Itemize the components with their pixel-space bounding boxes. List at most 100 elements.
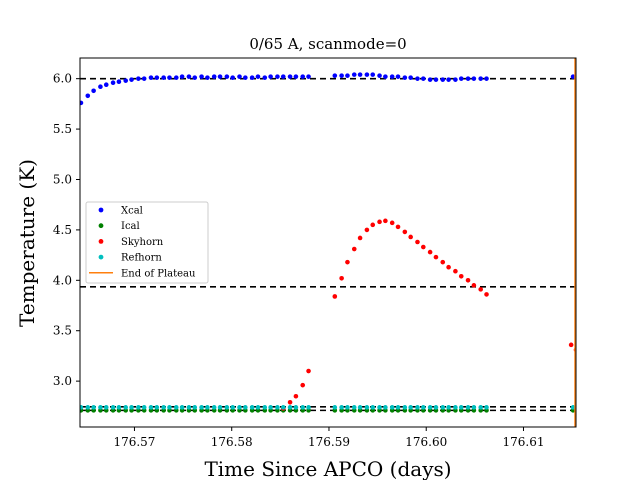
y-tick-label: 3.0 bbox=[53, 374, 72, 388]
legend-marker-swatch bbox=[98, 223, 104, 229]
skyhorn-point bbox=[339, 275, 344, 281]
x-tick-label: 176.60 bbox=[405, 435, 447, 449]
xcal-point bbox=[186, 74, 192, 79]
legend-item-skyhorn: Skyhorn bbox=[98, 237, 164, 248]
refhorn-point bbox=[395, 405, 401, 410]
skyhorn-point bbox=[453, 268, 458, 274]
xcal-point bbox=[80, 100, 84, 106]
x-tick-label: 176.57 bbox=[113, 435, 155, 449]
refhorn-point bbox=[167, 405, 172, 410]
axis-ticks: 176.57 176.58 176.59 176.60 176.61 3.0 3.5 4.0 4… bbox=[53, 72, 545, 449]
xcal-point bbox=[570, 74, 576, 79]
refhorn-point bbox=[357, 405, 363, 410]
y-tick-label: 4.5 bbox=[53, 223, 72, 237]
refhorn-point bbox=[255, 405, 261, 410]
refhorn-point bbox=[300, 405, 306, 410]
xcal-point bbox=[364, 72, 370, 77]
refhorn-point bbox=[402, 405, 408, 410]
x-tick-label: 176.61 bbox=[502, 435, 544, 449]
refhorn-point bbox=[192, 405, 198, 410]
plot-frame bbox=[79, 57, 577, 428]
xcal-point bbox=[85, 93, 91, 99]
xcal-point bbox=[484, 76, 489, 81]
xcal-point bbox=[471, 76, 477, 81]
skyhorn-point bbox=[446, 264, 451, 270]
skyhorn-point bbox=[370, 222, 376, 228]
skyhorn-point bbox=[306, 368, 311, 374]
skyhorn-point bbox=[287, 399, 293, 405]
xcal-point bbox=[306, 74, 311, 79]
refhorn-point bbox=[465, 405, 471, 410]
refhorn-point bbox=[217, 405, 223, 410]
refhorn-point bbox=[370, 405, 376, 410]
xcal-point bbox=[167, 75, 172, 80]
skyhorn-point bbox=[408, 234, 413, 240]
xcal-point bbox=[433, 77, 439, 82]
xcal-point bbox=[458, 76, 464, 81]
refhorn-point bbox=[306, 405, 311, 410]
refhorn-point bbox=[408, 405, 413, 410]
y-tick-label: 3.5 bbox=[53, 324, 72, 338]
refhorn-point bbox=[471, 405, 477, 410]
skyhorn-point bbox=[389, 220, 395, 226]
refhorn-point bbox=[129, 405, 134, 410]
refhorn-point bbox=[275, 405, 280, 410]
xcal-point bbox=[370, 72, 376, 77]
data-points bbox=[80, 72, 576, 413]
xcal-point bbox=[351, 72, 357, 77]
refhorn-point bbox=[421, 405, 426, 410]
refhorn-point bbox=[287, 405, 293, 410]
refhorn-point bbox=[154, 405, 160, 410]
xcal-point bbox=[357, 72, 363, 77]
xcal-point bbox=[211, 74, 217, 79]
refhorn-point bbox=[186, 405, 192, 410]
skyhorn-point bbox=[568, 342, 574, 348]
xcal-point bbox=[421, 76, 426, 81]
legend-label: Skyhorn bbox=[121, 237, 164, 248]
xcal-point bbox=[192, 75, 198, 80]
y-tick-label: 6.0 bbox=[53, 72, 72, 86]
refhorn-point bbox=[339, 405, 344, 410]
skyhorn-point bbox=[427, 249, 433, 255]
x-tick-label: 176.59 bbox=[308, 435, 350, 449]
legend-item-refhorn: Refhorn bbox=[98, 253, 162, 264]
y-axis-label: Temperature (K) bbox=[15, 159, 39, 327]
refhorn-point bbox=[116, 405, 122, 410]
xcal-point bbox=[249, 75, 255, 80]
legend-label: Xcal bbox=[121, 206, 143, 217]
xcal-point bbox=[465, 76, 471, 81]
refhorn-point bbox=[478, 405, 483, 410]
xcal-point bbox=[161, 75, 166, 80]
refhorn-point bbox=[389, 405, 395, 410]
skyhorn-point bbox=[440, 259, 446, 265]
xcal-point bbox=[293, 74, 299, 79]
plot-area bbox=[80, 58, 576, 427]
xcal-point bbox=[280, 74, 286, 79]
xcal-point bbox=[103, 82, 109, 88]
refhorn-point bbox=[293, 405, 299, 410]
refhorn-point bbox=[85, 405, 91, 410]
refhorn-point bbox=[211, 405, 217, 410]
refhorn-point bbox=[427, 405, 433, 410]
refhorn-point bbox=[332, 405, 338, 410]
skyhorn-point bbox=[415, 239, 420, 245]
legend-marker-swatch bbox=[98, 207, 104, 213]
refhorn-point bbox=[453, 405, 458, 410]
xcal-point bbox=[255, 74, 261, 79]
xcal-point bbox=[345, 73, 350, 78]
legend-box bbox=[85, 201, 209, 284]
skyhorn-point bbox=[377, 219, 382, 225]
skyhorn-point bbox=[433, 254, 439, 260]
xcal-point bbox=[402, 75, 408, 80]
xcal-point bbox=[154, 75, 160, 80]
legend-label: Refhorn bbox=[121, 253, 162, 264]
refhorn-point bbox=[230, 405, 235, 410]
xcal-point bbox=[173, 75, 179, 80]
refhorn-point bbox=[161, 405, 166, 410]
xcal-point bbox=[129, 77, 134, 82]
refhorn-point bbox=[136, 405, 141, 410]
xcal-point bbox=[91, 88, 96, 94]
xcal-point bbox=[230, 75, 235, 80]
xcal-point bbox=[237, 74, 242, 79]
